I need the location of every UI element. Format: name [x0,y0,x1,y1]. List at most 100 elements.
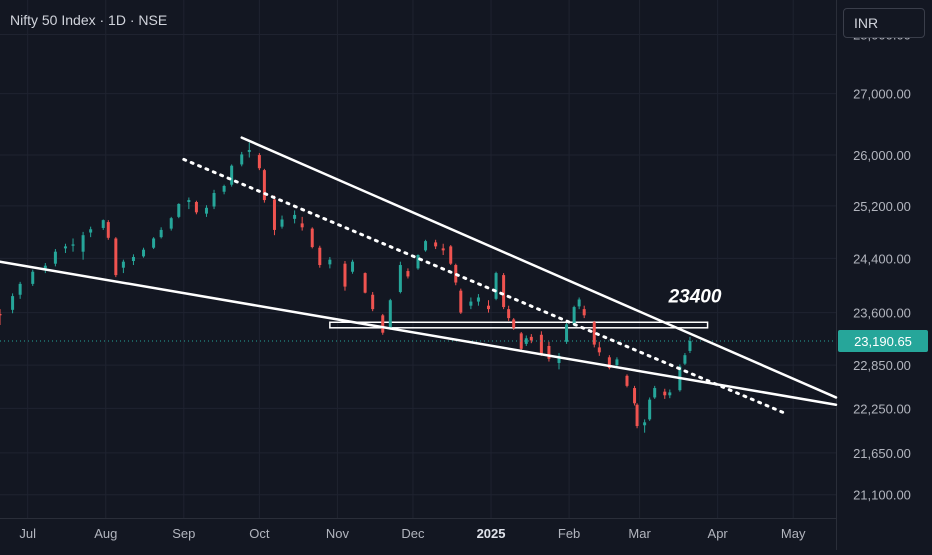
candle-body [476,297,480,302]
x-tick-label: Jul [19,526,36,541]
candle-body [0,313,2,316]
candle-body [557,355,561,363]
candle-body [187,200,191,202]
candle-body [318,247,322,266]
y-tick-label: 27,000.00 [853,87,911,102]
candle-body [159,229,163,238]
y-tick-label: 21,100.00 [853,488,911,503]
candle-body [343,263,347,287]
candle-body [43,265,47,269]
x-tick-label: Mar [628,526,651,541]
trendline [240,136,838,399]
candle-body [633,388,637,404]
candle-body [230,165,234,185]
y-tick-label: 22,850.00 [853,358,911,373]
candle-body [177,203,181,217]
candle-body [71,244,75,246]
candle-body [592,322,596,345]
candle-body [293,214,297,219]
candle-body [106,222,110,238]
candle-body [653,388,657,398]
candle-body [487,305,491,310]
candle-body [101,220,105,228]
candle-body [597,347,601,353]
candle-body [272,199,276,230]
candle-body [262,170,266,201]
candle-body [406,271,410,277]
candle-body [519,333,523,349]
candle-body [310,228,314,248]
candle-body [615,359,619,366]
x-tick-label: Aug [94,526,117,541]
trendline [0,260,838,406]
candle-body [247,150,251,152]
candle-body [434,242,438,247]
y-tick-label: 22,250.00 [853,401,911,416]
candle-body [577,299,581,307]
candle-body [512,319,516,328]
candle-body [81,235,85,252]
candle-body [582,309,586,316]
candle-body [121,261,125,268]
candle-body [381,315,385,333]
candle-body [388,300,392,329]
candle-body [257,155,261,169]
candle-body [683,355,687,364]
candle-body [416,255,420,269]
candle-body [222,185,226,192]
candle-body [502,275,506,308]
candle-body [240,154,244,165]
y-tick-label: 24,400.00 [853,251,911,266]
candle-body [529,336,533,341]
candle-body [441,248,445,251]
candle-body [494,273,498,299]
candle-body [31,271,35,284]
x-tick-label: Feb [558,526,580,541]
x-tick-label: May [781,526,806,541]
candle-body [449,246,453,264]
y-tick-label: 21,650.00 [853,446,911,461]
candle-body [142,249,146,257]
candle-body [668,392,672,396]
last-price-tag [838,330,928,353]
support-zone [329,321,709,329]
candle-body [572,307,576,326]
y-tick-label: 25,200.00 [853,199,911,214]
x-tick-label: Nov [326,526,350,541]
candle-body [643,422,647,426]
candle-body [300,223,304,228]
candle-body [169,218,173,229]
dotted-trendline [182,157,788,416]
candle-body [363,273,367,293]
candle-body [607,357,611,368]
x-tick-label: Apr [708,526,729,541]
candle-body [328,259,332,265]
candle-body [18,283,22,295]
last-price-label: 23,190.65 [854,334,912,349]
y-tick-label: 23,600.00 [853,306,911,321]
candle-body [63,246,67,249]
candle-body [53,251,57,264]
candle-body [507,309,511,319]
candle-body [424,241,428,251]
candle-body [152,238,156,248]
candle-body [663,391,667,396]
candle-body [398,265,402,293]
candle-body [625,375,629,386]
currency-button[interactable]: INR [843,8,925,38]
candle-body [635,404,639,427]
candle-body [204,207,208,214]
y-tick-label: 26,000.00 [853,148,911,163]
candle-body [539,334,543,354]
candle-body [194,201,198,213]
candle-body [371,294,375,310]
candle-body [89,229,93,233]
candle-body [114,238,118,276]
candle-body [131,257,135,262]
x-tick-label: Sep [172,526,195,541]
x-tick-label: Oct [249,526,270,541]
chart-title: Nifty 50 Index · 1D · NSE [10,12,168,28]
